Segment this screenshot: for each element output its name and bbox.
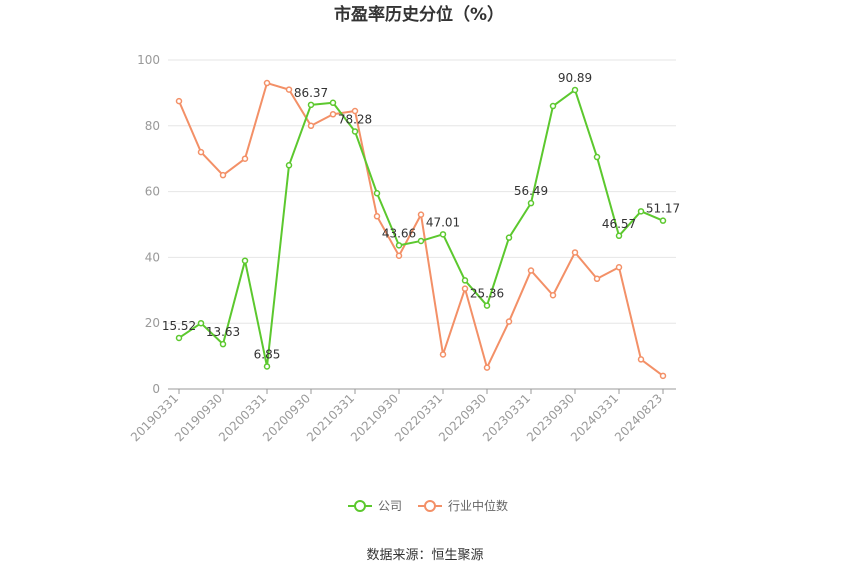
data-point xyxy=(373,213,381,220)
source-text: 数据来源：恒生聚源 xyxy=(366,548,483,563)
data-point xyxy=(175,334,183,342)
data-point xyxy=(307,122,315,130)
data-point xyxy=(395,242,403,249)
y-tick-label: 0 xyxy=(152,382,160,396)
y-tick-label: 40 xyxy=(145,250,160,264)
data-point xyxy=(659,217,667,224)
data-point xyxy=(637,356,645,363)
data-point xyxy=(571,249,579,256)
data-point xyxy=(351,107,359,115)
data-point xyxy=(505,318,513,325)
data-label: 43.66 xyxy=(382,226,416,240)
series-0 xyxy=(175,86,667,370)
series-line xyxy=(178,82,664,377)
y-tick-label: 80 xyxy=(145,119,160,133)
data-point xyxy=(571,86,579,94)
data-point xyxy=(219,171,227,179)
data-point xyxy=(241,257,249,264)
data-point xyxy=(197,148,205,156)
data-label: 86.37 xyxy=(294,86,328,100)
data-label: 13.63 xyxy=(206,325,240,339)
data-point xyxy=(593,153,601,161)
data-label: 46.57 xyxy=(602,217,636,231)
data-labels: 15.52 13.63 6.85 86.37 78.28 43.66 47.01 25.36 5… xyxy=(162,71,680,361)
data-point xyxy=(417,237,425,245)
data-label: 90.89 xyxy=(558,71,592,85)
data-label: 15.52 xyxy=(162,319,196,333)
data-point xyxy=(417,211,425,218)
y-axis-ticks: 0 20 40 60 80 100 xyxy=(137,53,160,396)
data-point xyxy=(307,101,315,109)
data-point xyxy=(461,277,469,284)
x-tick-label: 20240823 xyxy=(612,391,665,444)
data-point xyxy=(175,97,183,105)
data-label: 56.49 xyxy=(514,184,548,198)
data-point xyxy=(329,111,337,118)
data-label: 6.85 xyxy=(254,347,281,361)
grid-lines xyxy=(168,59,676,324)
legend-item: 行业中位数 xyxy=(418,498,508,513)
data-point xyxy=(593,275,601,283)
data-point xyxy=(527,199,535,207)
data-point xyxy=(461,285,469,292)
data-point xyxy=(637,208,645,215)
data-point xyxy=(483,364,491,371)
legend-label: 公司 xyxy=(378,499,402,513)
data-point xyxy=(285,86,293,93)
data-point xyxy=(615,232,623,240)
data-point xyxy=(549,291,557,299)
legend-item: 公司 xyxy=(348,499,402,513)
legend-swatch-marker xyxy=(424,500,436,512)
data-point xyxy=(505,234,513,241)
data-label: 25.36 xyxy=(470,287,504,301)
data-point xyxy=(439,231,447,238)
data-point xyxy=(483,302,491,309)
data-point xyxy=(659,372,667,380)
data-point xyxy=(615,264,623,271)
series-1 xyxy=(175,79,667,380)
series-lines xyxy=(175,79,667,380)
y-tick-label: 100 xyxy=(137,53,160,67)
data-point xyxy=(329,99,337,107)
data-point xyxy=(219,340,227,348)
data-point xyxy=(351,128,359,135)
y-tick-label: 20 xyxy=(145,316,160,330)
legend: 公司 行业中位数 xyxy=(348,498,508,513)
legend-swatch-marker xyxy=(354,500,366,512)
data-point xyxy=(395,252,403,260)
legend-label: 行业中位数 xyxy=(448,498,508,513)
data-point xyxy=(263,363,271,370)
data-point xyxy=(263,79,271,87)
data-label: 51.17 xyxy=(646,202,680,216)
data-point xyxy=(285,162,293,169)
x-axis: 2019033120190930202003312020093020210331… xyxy=(128,388,676,444)
data-point xyxy=(527,267,535,274)
data-label: 47.01 xyxy=(426,215,460,229)
data-point xyxy=(439,351,447,358)
series-line xyxy=(178,88,664,368)
data-point xyxy=(373,189,381,197)
chart-title: 市盈率历史分位（%） xyxy=(334,4,504,25)
data-point xyxy=(241,155,249,162)
y-tick-label: 60 xyxy=(145,185,160,199)
data-label: 78.28 xyxy=(338,112,372,126)
data-point xyxy=(549,102,557,110)
data-point xyxy=(197,319,205,327)
